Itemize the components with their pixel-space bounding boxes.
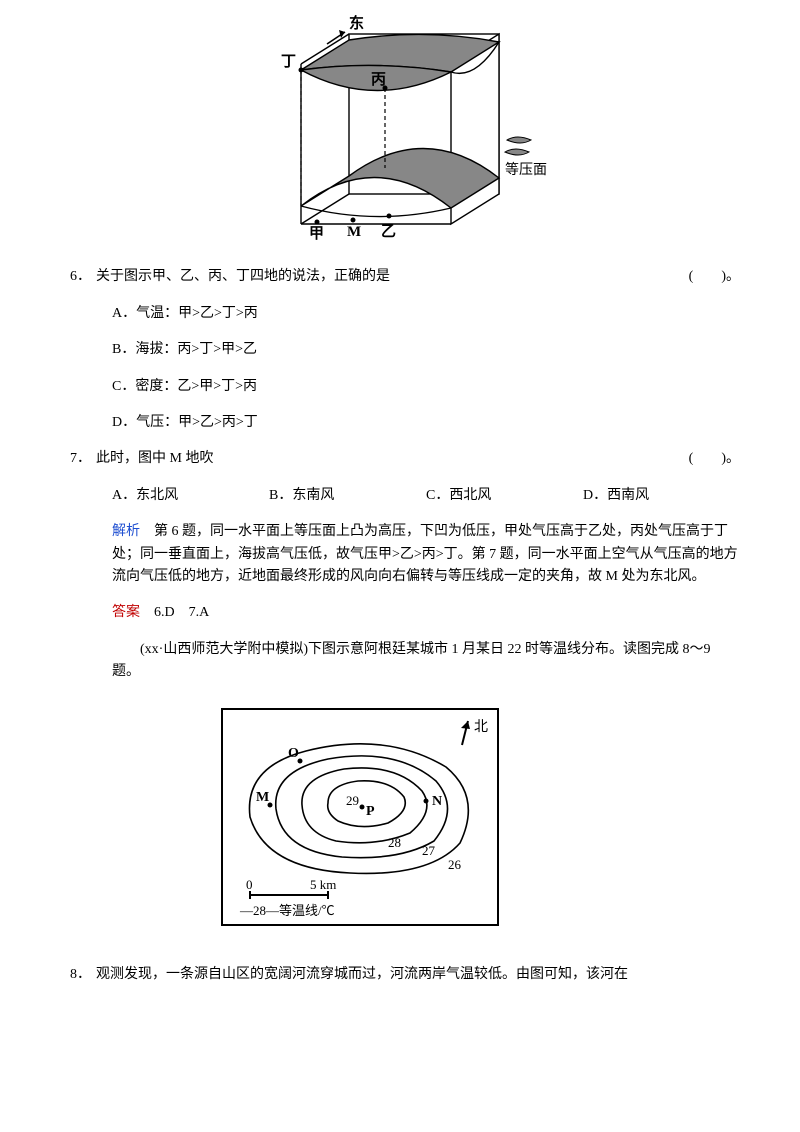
label-N: N — [432, 794, 442, 809]
label-O: O — [288, 746, 299, 761]
q7-options-row: A．东北风 B．东南风 C．西北风 D．西南风 — [70, 485, 740, 507]
cube-edge-bl — [301, 194, 349, 224]
q7-opt-a: A．东北风 — [112, 485, 269, 507]
label-M: M — [256, 790, 269, 805]
label-27: 27 — [422, 843, 436, 858]
context-8-9: (xx·山西师范大学附中模拟)下图示意阿根廷某城市 1 月某日 22 时等温线分… — [70, 639, 740, 684]
q7-stem-row: 7． 此时，图中 M 地吹 ( )。 — [70, 448, 740, 470]
label-north: 北 — [474, 719, 488, 735]
label-legend: 等压面 — [505, 161, 547, 178]
q8-stem-row: 8． 观测发现，一条源自山区的宽阔河流穿城而过，河流两岸气温较低。由图可知，该河… — [70, 964, 740, 986]
label-26: 26 — [448, 857, 462, 872]
q6-number: 6． — [70, 266, 96, 288]
label-29: 29 — [346, 793, 359, 808]
point-yi — [387, 214, 392, 219]
q7-opt-c: C．西北风 — [426, 485, 583, 507]
label-yi: 乙 — [381, 224, 396, 240]
point-m — [351, 218, 356, 223]
point-ding — [299, 68, 304, 73]
q7-number: 7． — [70, 448, 96, 470]
q8-number: 8． — [70, 964, 96, 986]
q6-opt-a: A．气温：甲>乙>丁>丙 — [70, 303, 740, 325]
label-scale-0: 0 — [246, 877, 253, 892]
q6-stem-row: 6． 关于图示甲、乙、丙、丁四地的说法，正确的是 ( )。 — [70, 266, 740, 288]
q7-analysis: 解析 第 6 题，同一水平面上等压面上凸为高压，下凹为低压，甲处气压高于乙处，丙… — [70, 521, 740, 588]
point-jia — [315, 220, 320, 225]
analysis-text: 第 6 题，同一水平面上等压面上凸为高压，下凹为低压，甲处气压高于乙处，丙处气压… — [112, 524, 738, 584]
bottom-surface-bulge — [301, 206, 451, 217]
q7-stem: 此时，图中 M 地吹 ( )。 — [96, 448, 740, 470]
label-28: 28 — [388, 835, 401, 850]
label-jia: 甲 — [309, 225, 324, 240]
q7-stem-text: 此时，图中 M 地吹 — [96, 451, 213, 466]
label-bing: 丙 — [371, 71, 386, 88]
analysis-label: 解析 — [112, 524, 140, 539]
q6-stem-text: 关于图示甲、乙、丙、丁四地的说法，正确的是 — [96, 269, 390, 284]
q7-opt-b: B．东南风 — [269, 485, 426, 507]
q8-stem: 观测发现，一条源自山区的宽阔河流穿城而过，河流两岸气温较低。由图可知，该河在 — [96, 964, 740, 986]
pressure-surface-diagram: 东 丁 丙 甲 M 乙 等压面 — [255, 10, 555, 240]
figure-2: 北 29 28 27 26 O M N P 0 5 km — [70, 697, 740, 945]
label-ding: 丁 — [281, 54, 296, 70]
legend-swatch-bottom — [505, 149, 529, 155]
label-P: P — [366, 804, 375, 819]
isotherm-map: 北 29 28 27 26 O M N P 0 5 km — [210, 697, 510, 937]
point-N — [424, 799, 429, 804]
label-scale-5: 5 km — [310, 877, 336, 892]
q7-paren: ( )。 — [689, 448, 740, 470]
figure-1: 东 丁 丙 甲 M 乙 等压面 — [70, 10, 740, 248]
page-root: 东 丁 丙 甲 M 乙 等压面 6． 关于图示甲、乙、丙、丁四地的说法，正确的是… — [0, 10, 800, 986]
q6-opt-d: D．气压：甲>乙>丙>丁 — [70, 412, 740, 434]
q6-opt-c: C．密度：乙>甲>丁>丙 — [70, 376, 740, 398]
label-m: M — [347, 224, 361, 240]
map-frame — [222, 709, 498, 925]
answer-label: 答案 — [112, 605, 140, 620]
answer-text: 6.D 7.A — [140, 605, 209, 620]
legend-swatch-top — [507, 137, 531, 143]
q7-answer: 答案 6.D 7.A — [70, 602, 740, 624]
point-P — [360, 805, 365, 810]
label-isotherm-legend: —28—等温线/℃ — [239, 903, 335, 918]
q7-opt-d: D．西南风 — [583, 485, 740, 507]
q6-paren: ( )。 — [689, 266, 740, 288]
q6-stem: 关于图示甲、乙、丙、丁四地的说法，正确的是 ( )。 — [96, 266, 740, 288]
label-east: 东 — [349, 14, 364, 32]
q6-opt-b: B．海拔：丙>丁>甲>乙 — [70, 339, 740, 361]
